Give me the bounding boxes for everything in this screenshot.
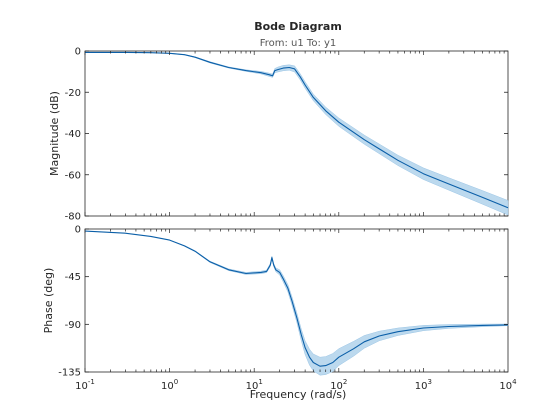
y-tick-label: -80 (65, 212, 81, 223)
y-tick-label: -45 (65, 272, 81, 283)
y-tick-label: -90 (65, 320, 81, 331)
magnitude-ticks: 0 -20 -40 -60 -80 (65, 47, 508, 223)
x-tick-label: 102 (330, 378, 347, 392)
x-tick-labels: 10-1 100 101 102 103 104 (75, 378, 517, 392)
magnitude-line (85, 51, 509, 209)
phase-y-axis-label: Phase (deg) (42, 268, 55, 334)
y-tick-label: -20 (65, 88, 81, 99)
y-tick-label: 0 (75, 47, 81, 58)
magnitude-plot: 0 -20 -40 -60 -80 Magnitude (dB) (48, 47, 509, 223)
chart-title: Bode Diagram (254, 20, 342, 33)
x-tick-label: 101 (246, 378, 263, 392)
x-axis-label: Frequency (rad/s) (250, 388, 347, 401)
x-tick-label: 104 (499, 378, 517, 392)
y-tick-label: -60 (65, 170, 81, 181)
phase-line (84, 230, 509, 367)
phase-ticks: 0 -45 -90 -135 (58, 225, 508, 379)
magnitude-y-axis-label: Magnitude (dB) (48, 91, 61, 176)
x-tick-label: 10-1 (75, 378, 95, 392)
magnitude-series-line (85, 51, 509, 209)
chart-subtitle: From: u1 To: y1 (260, 38, 337, 49)
y-tick-label: -135 (58, 368, 81, 379)
x-tick-label: 100 (161, 378, 178, 392)
x-tick-label: 103 (415, 378, 432, 392)
y-tick-label: 0 (75, 225, 81, 236)
phase-series-line (84, 230, 509, 367)
phase-axes-frame (84, 228, 509, 373)
y-tick-label: -40 (65, 129, 81, 140)
magnitude-axes-frame (84, 50, 509, 217)
phase-plot: 0 -45 -90 -135 Phase (deg) (42, 225, 509, 379)
